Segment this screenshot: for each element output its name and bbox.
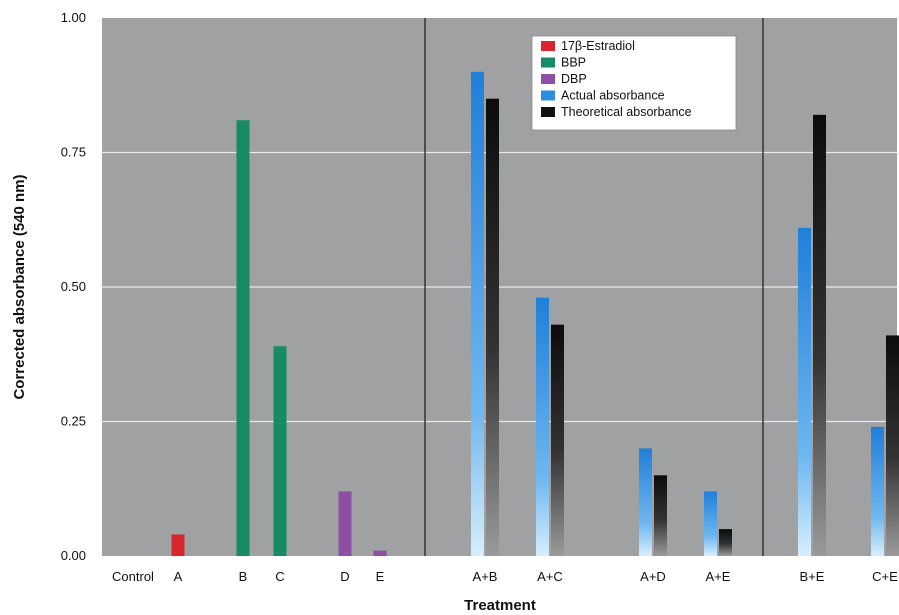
- bar-actual-a-b: [471, 71, 484, 557]
- bar-d: [338, 491, 352, 556]
- y-tick-label: 0.50: [61, 279, 86, 294]
- x-axis-title: Treatment: [464, 597, 536, 614]
- x-tick-label: D: [340, 569, 349, 584]
- legend-swatch: [541, 41, 555, 51]
- legend-swatch: [541, 57, 555, 68]
- bar-actual-a-e: [704, 491, 717, 556]
- y-tick-label: 0.00: [61, 548, 86, 563]
- bar-c: [273, 346, 287, 556]
- x-tick-label: A+B: [473, 569, 498, 584]
- bar-actual-c-e: [871, 426, 884, 556]
- legend-label: BBP: [561, 56, 586, 70]
- y-tick-label: 0.25: [61, 414, 86, 429]
- bar-theoretical-a-c: [551, 324, 564, 556]
- bar-e: [373, 550, 387, 556]
- x-tick-label: Control: [112, 569, 154, 584]
- x-tick-label: A+E: [706, 569, 731, 584]
- legend-label: DBP: [561, 72, 587, 86]
- legend-swatch: [541, 90, 555, 101]
- legend-swatch: [541, 107, 555, 117]
- x-tick-label: B: [239, 569, 248, 584]
- x-tick-label: A: [174, 569, 183, 584]
- x-tick-label: E: [376, 569, 385, 584]
- x-tick-label: C+E: [872, 569, 898, 584]
- legend-label: Theoretical absorbance: [561, 105, 692, 119]
- bar-theoretical-b-e: [813, 114, 826, 556]
- x-tick-label: A+C: [537, 569, 563, 584]
- bar-theoretical-a-b: [486, 98, 499, 556]
- legend-swatch: [541, 74, 555, 84]
- y-tick-label: 0.75: [61, 145, 86, 160]
- x-tick-label: C: [275, 569, 284, 584]
- bar-b: [236, 120, 250, 556]
- x-tick-label: B+E: [800, 569, 825, 584]
- x-tick-label: A+D: [640, 569, 666, 584]
- bar-actual-b-e: [798, 227, 811, 556]
- bar-theoretical-a-d: [654, 475, 667, 556]
- legend-label: 17β-Estradiol: [561, 39, 635, 53]
- y-axis-title: Corrected absorbance (540 nm): [11, 174, 28, 399]
- legend-label: Actual absorbance: [561, 89, 665, 103]
- bar-theoretical-c-e: [886, 335, 899, 556]
- legend-box: [531, 35, 737, 131]
- y-tick-label: 1.00: [61, 10, 86, 25]
- bar-a: [171, 534, 185, 556]
- bar-theoretical-a-e: [719, 529, 732, 556]
- bar-actual-a-d: [639, 448, 652, 556]
- bar-actual-a-c: [536, 297, 549, 556]
